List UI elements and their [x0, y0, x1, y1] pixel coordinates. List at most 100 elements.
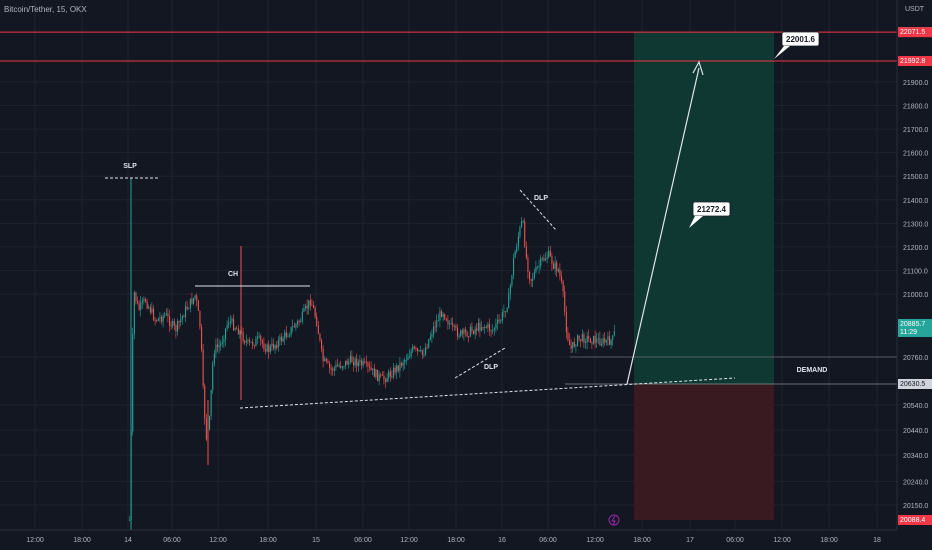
- time-tick-label: 06:00: [354, 537, 372, 544]
- candle-body: [457, 327, 459, 337]
- time-tick-label: 18:00: [259, 537, 277, 544]
- candle-body: [417, 348, 419, 351]
- candle-body: [309, 300, 311, 306]
- candle-body: [333, 367, 335, 371]
- time-tick-label: 12:00: [773, 537, 791, 544]
- loss-zone: [634, 384, 774, 520]
- time-tick-label: 18:00: [633, 537, 651, 544]
- candle-body: [218, 345, 220, 348]
- candle-body: [319, 333, 321, 341]
- candle-body: [269, 346, 271, 353]
- candle-body: [135, 292, 137, 302]
- horizontal-levels: [0, 31, 897, 385]
- candle-body: [194, 295, 196, 298]
- time-tick-label: 06:00: [539, 537, 557, 544]
- candle-body: [314, 308, 316, 317]
- candle-body: [183, 316, 185, 318]
- candle-body: [466, 332, 468, 337]
- candle-body: [284, 332, 286, 339]
- time-tick-label: 12:00: [26, 537, 44, 544]
- time-tick-label: 18: [873, 537, 881, 544]
- candle-body: [332, 369, 334, 371]
- candle-body: [305, 305, 307, 309]
- candle-body: [277, 340, 279, 348]
- price-tick-label: 20240.0: [903, 479, 928, 486]
- candle-body: [431, 334, 433, 337]
- candle-body: [141, 300, 143, 303]
- price-tag-bg: [898, 56, 932, 66]
- candle-body: [367, 362, 369, 367]
- candle-body: [215, 344, 217, 354]
- position-zones: [634, 32, 774, 520]
- candle-body: [613, 331, 615, 336]
- candle-body: [370, 367, 372, 370]
- candle-body: [460, 330, 462, 336]
- candle-body: [306, 305, 308, 309]
- time-tick-label: 14: [124, 537, 132, 544]
- candle-body: [250, 342, 252, 343]
- candle-body: [159, 316, 161, 319]
- time-tick-label: 12:00: [209, 537, 227, 544]
- candle-body: [369, 366, 371, 368]
- candle-body: [348, 361, 350, 365]
- candle-body: [530, 279, 532, 281]
- candle-body: [415, 348, 417, 350]
- candle-body: [282, 338, 284, 342]
- candle-body: [404, 359, 406, 364]
- candle-body: [527, 257, 529, 272]
- candle-body: [501, 312, 503, 321]
- candle-body: [364, 361, 366, 363]
- candle-body: [479, 323, 481, 331]
- candle-body: [441, 311, 443, 317]
- candle-body: [476, 328, 478, 331]
- candle-body: [425, 347, 427, 355]
- candle-body: [533, 272, 535, 279]
- candle-body: [511, 275, 513, 286]
- candle-body: [493, 328, 495, 330]
- candle-body: [149, 306, 151, 313]
- candle-body: [389, 371, 391, 377]
- candle-body: [239, 330, 241, 335]
- candle-body: [397, 365, 399, 371]
- candle-body: [201, 327, 203, 350]
- candle-body: [609, 336, 611, 345]
- candle-body: [260, 335, 262, 341]
- time-tick-label: 06:00: [163, 537, 181, 544]
- candle-body: [381, 374, 383, 376]
- annotation-label: CH: [228, 271, 238, 278]
- candle-body: [445, 318, 447, 321]
- price-axis[interactable]: USDT 21900.0 21800.0 21700.0 21600.0 21500.0 2…: [896, 0, 928, 530]
- candle-body: [412, 346, 414, 352]
- time-tick-label: 17: [686, 537, 694, 544]
- candle-body: [410, 351, 412, 357]
- candle-body: [225, 328, 227, 340]
- candle-body: [463, 329, 465, 334]
- candle-body: [293, 326, 295, 328]
- price-tick-label: 21300.0: [903, 221, 928, 228]
- candle-body: [513, 257, 515, 276]
- candle-body: [405, 359, 407, 361]
- candle-body: [449, 323, 451, 325]
- candle-body: [610, 340, 612, 345]
- price-tag: 21992.8: [898, 56, 932, 66]
- candle-body: [132, 333, 134, 432]
- candle-body: [321, 340, 323, 349]
- candle-body: [357, 362, 359, 367]
- callout-box: [781, 31, 820, 47]
- candle-body: [548, 250, 550, 258]
- candle-body: [287, 336, 289, 338]
- candle-body: [335, 364, 337, 368]
- candle-body: [356, 358, 358, 367]
- candle-body: [573, 342, 575, 347]
- candle-body: [157, 318, 159, 321]
- candle-body: [298, 321, 300, 323]
- candle-body: [290, 326, 292, 335]
- flash-icon-bolt: [611, 515, 616, 526]
- candle-body: [581, 334, 583, 341]
- candle-body: [189, 298, 191, 309]
- candle-body: [162, 316, 164, 322]
- time-axis[interactable]: 12:00 18:00 14 06:00 12:00 18:00 15 06:00 12:00 1…: [0, 529, 897, 544]
- candle-body: [564, 291, 566, 312]
- candle-body: [378, 374, 380, 381]
